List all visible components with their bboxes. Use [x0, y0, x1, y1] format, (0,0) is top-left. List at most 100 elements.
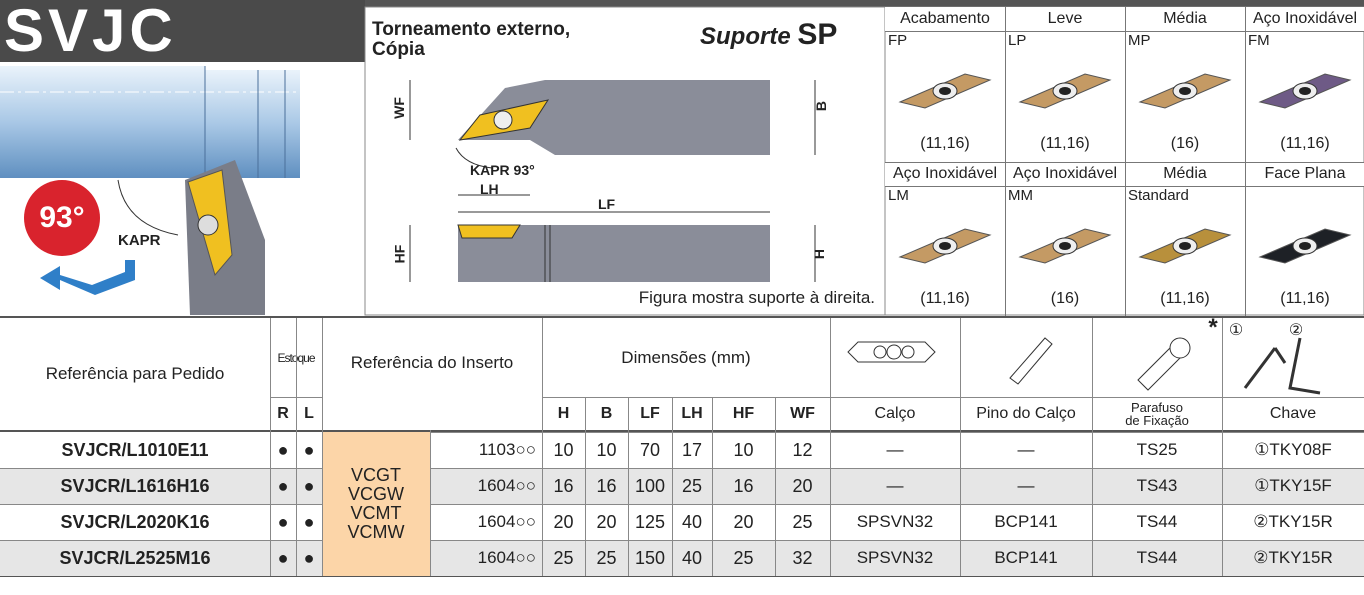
rule [712, 397, 713, 576]
dimension: 25 [733, 547, 754, 568]
insert-grade: VCGW [348, 484, 404, 504]
rule [1245, 31, 1364, 32]
dimension: 32 [792, 547, 813, 568]
insert-size: 1103○○ [478, 440, 536, 459]
shim: — [886, 440, 904, 459]
header-cell: H [557, 404, 570, 422]
rule [585, 397, 586, 576]
insert-image [898, 228, 992, 264]
rule [1245, 162, 1246, 317]
rule [1005, 7, 1006, 162]
rule [885, 162, 1364, 163]
header-cell: LH [681, 404, 703, 422]
shim-pin: BCP141 [994, 548, 1058, 567]
stock: ● [303, 475, 315, 496]
chipbreaker: LM [888, 186, 909, 204]
key: ①TKY08F [1254, 440, 1332, 459]
dimension: 16 [596, 475, 617, 496]
dimension: 25 [596, 547, 617, 568]
rule [0, 468, 322, 469]
insert-image [1138, 73, 1232, 109]
rule [775, 397, 776, 576]
dim-label: H [811, 248, 828, 260]
header-cell: Referência para Pedido [45, 364, 225, 383]
header-cell: B [600, 404, 613, 422]
rule [0, 430, 1364, 432]
insert-image [1258, 73, 1352, 109]
rule [542, 397, 830, 398]
dimension: 70 [639, 439, 661, 460]
dimension: 20 [792, 475, 813, 496]
dimension: 100 [634, 475, 666, 496]
insert-size: (11,16) [920, 290, 970, 307]
screw: TS43 [1136, 476, 1178, 495]
header-cell: L [304, 404, 314, 422]
order-ref: SVJCR/L1010E11 [61, 439, 209, 460]
key: ②TKY15R [1253, 548, 1333, 567]
rule [0, 540, 322, 541]
dimension: 125 [634, 511, 666, 532]
rule [672, 397, 673, 576]
dimension: 10 [596, 439, 617, 460]
rule [885, 31, 1005, 32]
stock: ● [303, 547, 315, 568]
holder-code: SP [797, 18, 838, 51]
rule [430, 430, 431, 576]
rule [1125, 7, 1126, 162]
rule [1125, 31, 1245, 32]
header-cell: Referência do Inserto [350, 352, 514, 372]
insert-size: (11,16) [1040, 135, 1090, 152]
rule [960, 318, 961, 576]
operation-line: Torneamento externo, [372, 19, 571, 40]
dim-label: LH [480, 181, 499, 197]
stock: ● [303, 439, 315, 460]
key-option: ① [1228, 322, 1244, 339]
stock: ● [277, 547, 289, 568]
dim-label: LF [598, 196, 616, 212]
order-ref: SVJCR/L1616H16 [60, 475, 210, 496]
header-cell: LF [640, 404, 660, 422]
operation: Torneamento externo, Cópia [372, 20, 570, 60]
insert-size: (11,16) [920, 135, 970, 152]
stock: ● [303, 511, 315, 532]
header-cell: Pino do Calço [976, 404, 1076, 422]
dimension: 16 [553, 475, 574, 496]
header-cell: Calço [874, 404, 916, 422]
insert-image [1138, 228, 1232, 264]
dimension: 25 [792, 511, 813, 532]
insert-image [1018, 73, 1112, 109]
header-line: Parafuso [1130, 399, 1184, 415]
dimension: 10 [553, 439, 574, 460]
rule [430, 468, 1364, 469]
rule [430, 432, 1364, 433]
dim-label: WF [390, 97, 407, 119]
rule [296, 318, 297, 576]
insert-group: Face Plana [1245, 162, 1364, 186]
screw: TS44 [1136, 512, 1178, 531]
shim: — [886, 476, 904, 495]
shim-pin: — [1017, 440, 1035, 459]
order-ref: SVJCR/L2020K16 [60, 511, 210, 532]
chipbreaker: FP [888, 31, 908, 49]
rule [1125, 186, 1245, 187]
insert-size: (11,16) [1280, 290, 1330, 307]
stock: ● [277, 511, 289, 532]
key-option: ② [1288, 322, 1304, 339]
insert-group: Aço Inoxidável [885, 162, 1005, 186]
chipbreaker: Standard [1128, 186, 1189, 204]
header-cell: WF [790, 404, 815, 422]
dimension: 40 [681, 547, 703, 568]
rule [542, 318, 543, 576]
insert-size: (11,16) [1280, 135, 1330, 152]
title: SVJC [4, 0, 177, 64]
insert-size: 1604○○ [477, 512, 536, 531]
header-line: de Fixação [1125, 412, 1189, 428]
header-cell: HF [732, 404, 755, 422]
asterisk: * [1208, 314, 1218, 341]
key: ②TKY15R [1253, 512, 1333, 531]
rule [1005, 186, 1125, 187]
dimension: 20 [553, 511, 574, 532]
icons [847, 337, 1321, 395]
insert-size: 1604○○ [477, 476, 536, 495]
